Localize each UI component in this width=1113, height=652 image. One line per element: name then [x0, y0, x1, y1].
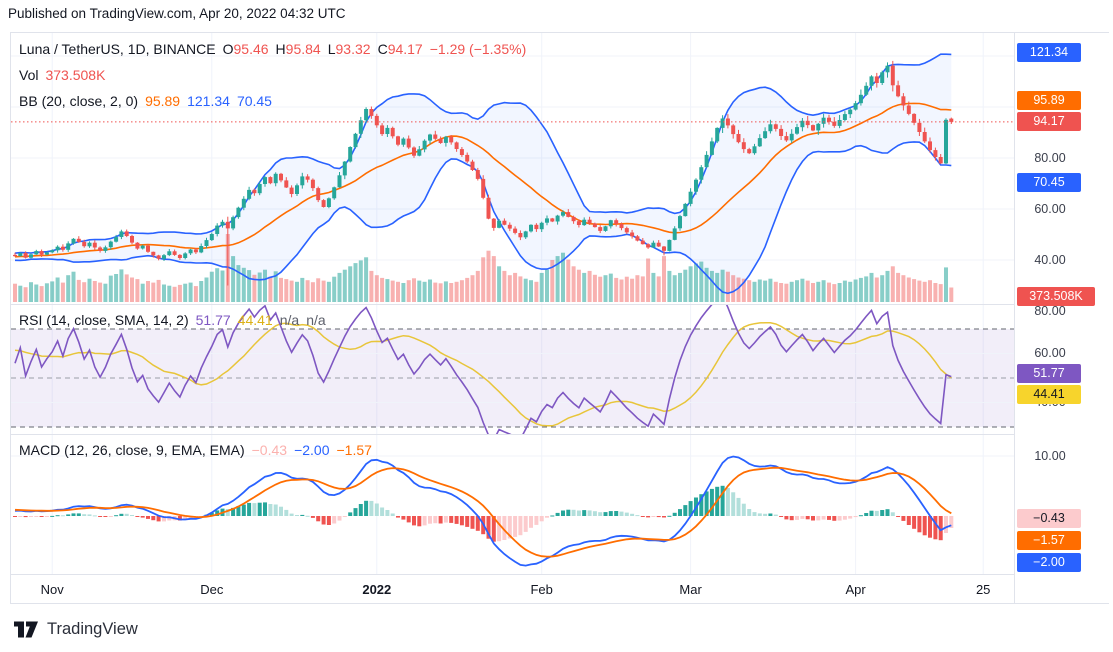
macd-axis-label: 10.00	[1034, 449, 1066, 463]
volume-legend: Vol 373.508K	[19, 67, 112, 83]
main-axis-badge: 70.45	[1017, 173, 1081, 192]
macd-axis-badge: −2.00	[1017, 553, 1081, 572]
macd-legend: MACD (12, 26, close, 9, EMA, EMA) −0.43 …	[19, 442, 379, 458]
rsi-ma-value: 44.41	[237, 312, 273, 328]
main-axis-label: 40.00	[1034, 253, 1066, 267]
main-axis-label: 80.00	[1034, 151, 1066, 165]
bb-upper-value: 121.34	[187, 93, 230, 109]
volume-label: Vol	[19, 67, 39, 83]
bb-basis-value: 95.89	[145, 93, 181, 109]
rsi-axis-label: 80.00	[1034, 304, 1066, 318]
rsi-na2: n/a	[306, 312, 326, 328]
main-axis-badge: 95.89	[1017, 91, 1081, 110]
open-label: O	[222, 41, 234, 57]
macd-title: MACD (12, 26, close, 9, EMA, EMA)	[19, 442, 245, 458]
low-value: 93.32	[335, 41, 371, 57]
time-axis-label: Feb	[530, 582, 553, 597]
symbol-title: Luna / TetherUS, 1D, BINANCE	[19, 41, 216, 57]
high-label: H	[275, 41, 286, 57]
tradingview-logo[interactable]: TradingView	[14, 620, 138, 639]
time-axis-label: Nov	[40, 582, 64, 597]
tradingview-logo-icon	[14, 621, 38, 638]
time-axis-label: Apr	[845, 582, 866, 597]
main-axis-label: 60.00	[1034, 202, 1066, 216]
rsi-axis-label: 60.00	[1034, 346, 1066, 360]
chart-container: Nov Dec 2022 Feb Mar Apr 25 121.34 95.89 94.17 80…	[10, 32, 1109, 604]
time-axis-label: 25	[975, 582, 991, 597]
change-value: −1.29 (−1.35%)	[429, 41, 527, 57]
tradingview-logo-text: TradingView	[47, 620, 138, 638]
macd-signal-value: −1.57	[336, 442, 372, 458]
time-axis[interactable]: Nov Dec 2022 Feb Mar Apr 25	[11, 574, 1014, 604]
main-axis-badge: 373.508K	[1017, 287, 1095, 306]
time-axis-label: Dec	[200, 582, 224, 597]
main-axis-badge: 121.34	[1017, 43, 1081, 62]
high-value: 95.84	[285, 41, 321, 57]
volume-value: 373.508K	[45, 67, 106, 83]
pane-separator[interactable]	[11, 304, 1108, 305]
price-axis[interactable]: 121.34 95.89 94.17 80.00 70.45 60.00 40.00 373.…	[1014, 33, 1109, 603]
macd-axis-badge: −1.57	[1017, 531, 1081, 550]
pane-separator[interactable]	[11, 434, 1108, 435]
rsi-axis-badge: 51.77	[1017, 364, 1081, 383]
published-line: Published on TradingView.com, Apr 20, 20…	[8, 6, 346, 21]
rsi-value: 51.77	[195, 312, 231, 328]
symbol-legend: Luna / TetherUS, 1D, BINANCE O 95.46 H 95.…	[19, 41, 533, 57]
bb-lower-value: 70.45	[236, 93, 272, 109]
close-label: C	[377, 41, 388, 57]
macd-hist-value: −0.43	[251, 442, 288, 458]
rsi-pane[interactable]	[11, 304, 1014, 434]
rsi-na1: n/a	[279, 312, 300, 328]
bb-legend: BB (20, close, 2, 0) 95.89 121.34 70.45	[19, 93, 279, 109]
bb-label: BB (20, close, 2, 0)	[19, 93, 139, 109]
rsi-axis-badge: 44.41	[1017, 385, 1081, 404]
open-value: 95.46	[233, 41, 269, 57]
macd-line-value: −2.00	[294, 442, 330, 458]
rsi-title: RSI (14, close, SMA, 14, 2)	[19, 312, 189, 328]
close-value: 94.17	[387, 41, 423, 57]
rsi-legend: RSI (14, close, SMA, 14, 2) 51.77 44.41 …	[19, 312, 333, 328]
main-axis-badge: 94.17	[1017, 112, 1081, 131]
macd-axis-badge: −0.43	[1017, 509, 1081, 528]
time-axis-label: Mar	[679, 582, 702, 597]
low-label: L	[327, 41, 336, 57]
time-axis-label: 2022	[362, 582, 392, 597]
macd-pane[interactable]	[11, 434, 1014, 574]
main-price-pane[interactable]	[11, 33, 1014, 304]
